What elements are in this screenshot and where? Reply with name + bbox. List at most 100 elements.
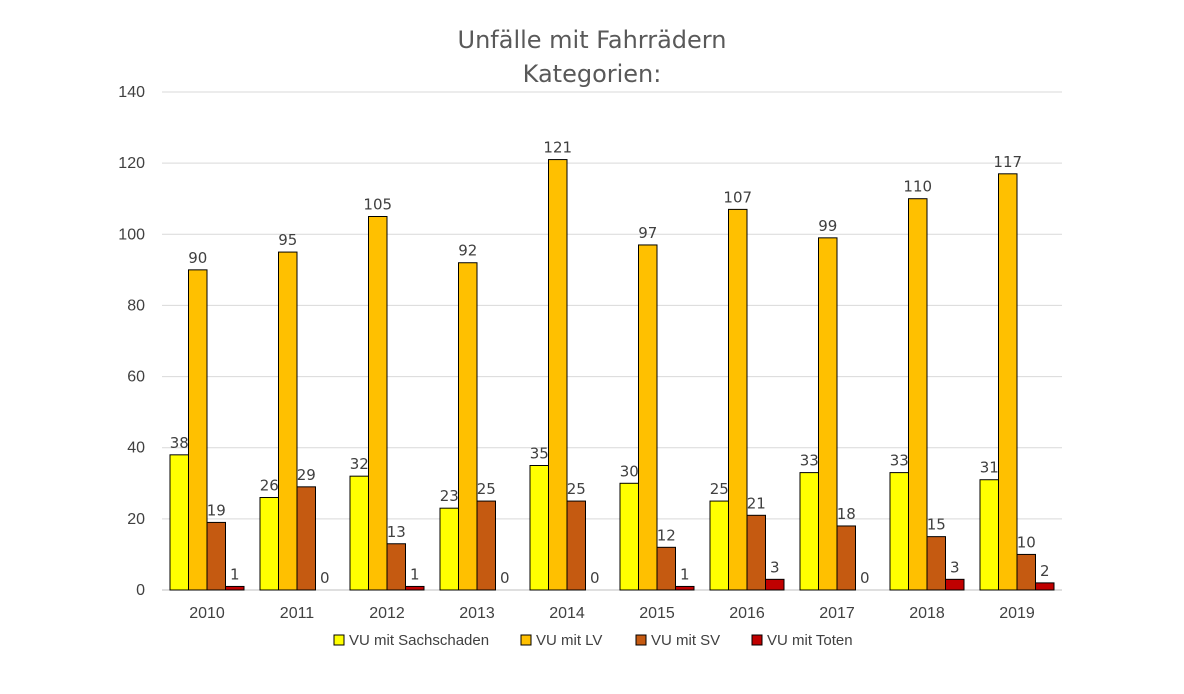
bar xyxy=(799,472,819,591)
data-label: 0 xyxy=(320,569,330,587)
x-tick-label: 2012 xyxy=(369,605,405,622)
data-label: 0 xyxy=(590,569,600,587)
data-label: 117 xyxy=(993,153,1022,171)
data-label: 13 xyxy=(387,523,406,541)
y-tick-label: 40 xyxy=(127,440,145,457)
bar xyxy=(169,454,189,591)
data-label: 29 xyxy=(297,466,316,484)
bar xyxy=(619,482,639,591)
legend-swatch xyxy=(635,634,647,646)
bar xyxy=(296,486,316,591)
bar xyxy=(349,475,369,591)
y-tick-label: 120 xyxy=(118,155,145,172)
bar xyxy=(908,198,928,591)
data-label: 25 xyxy=(710,480,729,498)
bar xyxy=(998,173,1018,591)
legend-label: VU mit LV xyxy=(536,632,602,649)
bar xyxy=(566,500,586,591)
bar xyxy=(765,578,785,591)
data-label: 23 xyxy=(440,487,459,505)
data-label: 33 xyxy=(890,452,909,470)
data-label: 19 xyxy=(207,501,226,519)
bar xyxy=(1035,582,1055,591)
data-label: 21 xyxy=(747,494,766,512)
legend-swatch xyxy=(520,634,532,646)
bar xyxy=(979,479,999,591)
bar xyxy=(476,500,496,591)
data-label: 1 xyxy=(410,565,420,583)
bar xyxy=(529,465,549,591)
legend-label: VU mit SV xyxy=(651,632,720,649)
data-label: 92 xyxy=(458,242,477,260)
bar xyxy=(206,521,226,591)
x-tick-label: 2019 xyxy=(999,605,1035,622)
x-axis: 2010 2011 2012 2013 2014 2015 2016 2017 2018 2019 xyxy=(189,605,1035,622)
legend-label: VU mit Toten xyxy=(767,632,853,649)
bar xyxy=(818,237,838,591)
y-tick-label: 20 xyxy=(127,511,145,528)
data-label: 26 xyxy=(260,477,279,495)
chart-subtitle: Kategorien: xyxy=(523,60,662,88)
bar xyxy=(889,472,909,591)
data-label: 0 xyxy=(500,569,510,587)
data-label: 3 xyxy=(950,558,960,576)
bar xyxy=(278,251,298,591)
data-label: 31 xyxy=(980,459,999,477)
bar xyxy=(458,262,478,591)
bar xyxy=(548,159,568,591)
bar xyxy=(259,497,279,591)
data-label: 25 xyxy=(567,480,586,498)
bar xyxy=(225,585,245,591)
data-label: 30 xyxy=(620,462,639,480)
bar xyxy=(945,578,965,591)
bar xyxy=(188,269,208,591)
x-tick-label: 2017 xyxy=(819,605,855,622)
x-tick-label: 2016 xyxy=(729,605,765,622)
data-label: 107 xyxy=(723,188,752,206)
bar xyxy=(405,585,425,591)
data-label: 32 xyxy=(350,455,369,473)
bar xyxy=(728,208,748,591)
x-tick-label: 2018 xyxy=(909,605,945,622)
bar xyxy=(656,546,676,591)
data-label: 0 xyxy=(860,569,870,587)
bar xyxy=(836,525,856,591)
bar xyxy=(746,514,766,591)
data-label: 12 xyxy=(657,526,676,544)
legend-label: VU mit Sachschaden xyxy=(349,632,489,649)
data-label: 2 xyxy=(1040,562,1050,580)
y-tick-label: 140 xyxy=(118,84,145,101)
bar xyxy=(926,536,946,591)
bar xyxy=(439,507,459,591)
data-label: 3 xyxy=(770,558,780,576)
chart-title: Unfälle mit Fahrrädern xyxy=(458,26,727,54)
bar xyxy=(386,543,406,591)
data-label: 105 xyxy=(363,196,392,214)
data-label: 121 xyxy=(543,139,572,157)
data-label: 110 xyxy=(903,178,932,196)
legend: VU mit Sachschaden VU mit LV VU mit SV VU m… xyxy=(333,632,853,649)
legend-swatch xyxy=(333,634,345,646)
y-axis: 0 20 40 60 80 100 120 140 xyxy=(118,84,145,599)
data-label: 25 xyxy=(477,480,496,498)
bar xyxy=(1016,553,1036,591)
data-label: 1 xyxy=(230,565,240,583)
y-tick-label: 100 xyxy=(118,226,145,243)
y-tick-label: 60 xyxy=(127,369,145,386)
bar xyxy=(709,500,729,591)
bar xyxy=(368,216,388,591)
data-label: 1 xyxy=(680,565,690,583)
data-label: 15 xyxy=(927,516,946,534)
x-tick-label: 2014 xyxy=(549,605,585,622)
x-tick-label: 2011 xyxy=(280,605,315,622)
legend-swatch xyxy=(751,634,763,646)
y-tick-label: 0 xyxy=(136,582,145,599)
y-tick-label: 80 xyxy=(127,297,145,314)
bar xyxy=(638,244,658,591)
data-label: 38 xyxy=(170,434,189,452)
data-labels: 3890191269529032105131239225035121250309… xyxy=(170,139,1050,587)
data-label: 10 xyxy=(1017,533,1036,551)
data-label: 35 xyxy=(530,445,549,463)
data-label: 33 xyxy=(800,452,819,470)
